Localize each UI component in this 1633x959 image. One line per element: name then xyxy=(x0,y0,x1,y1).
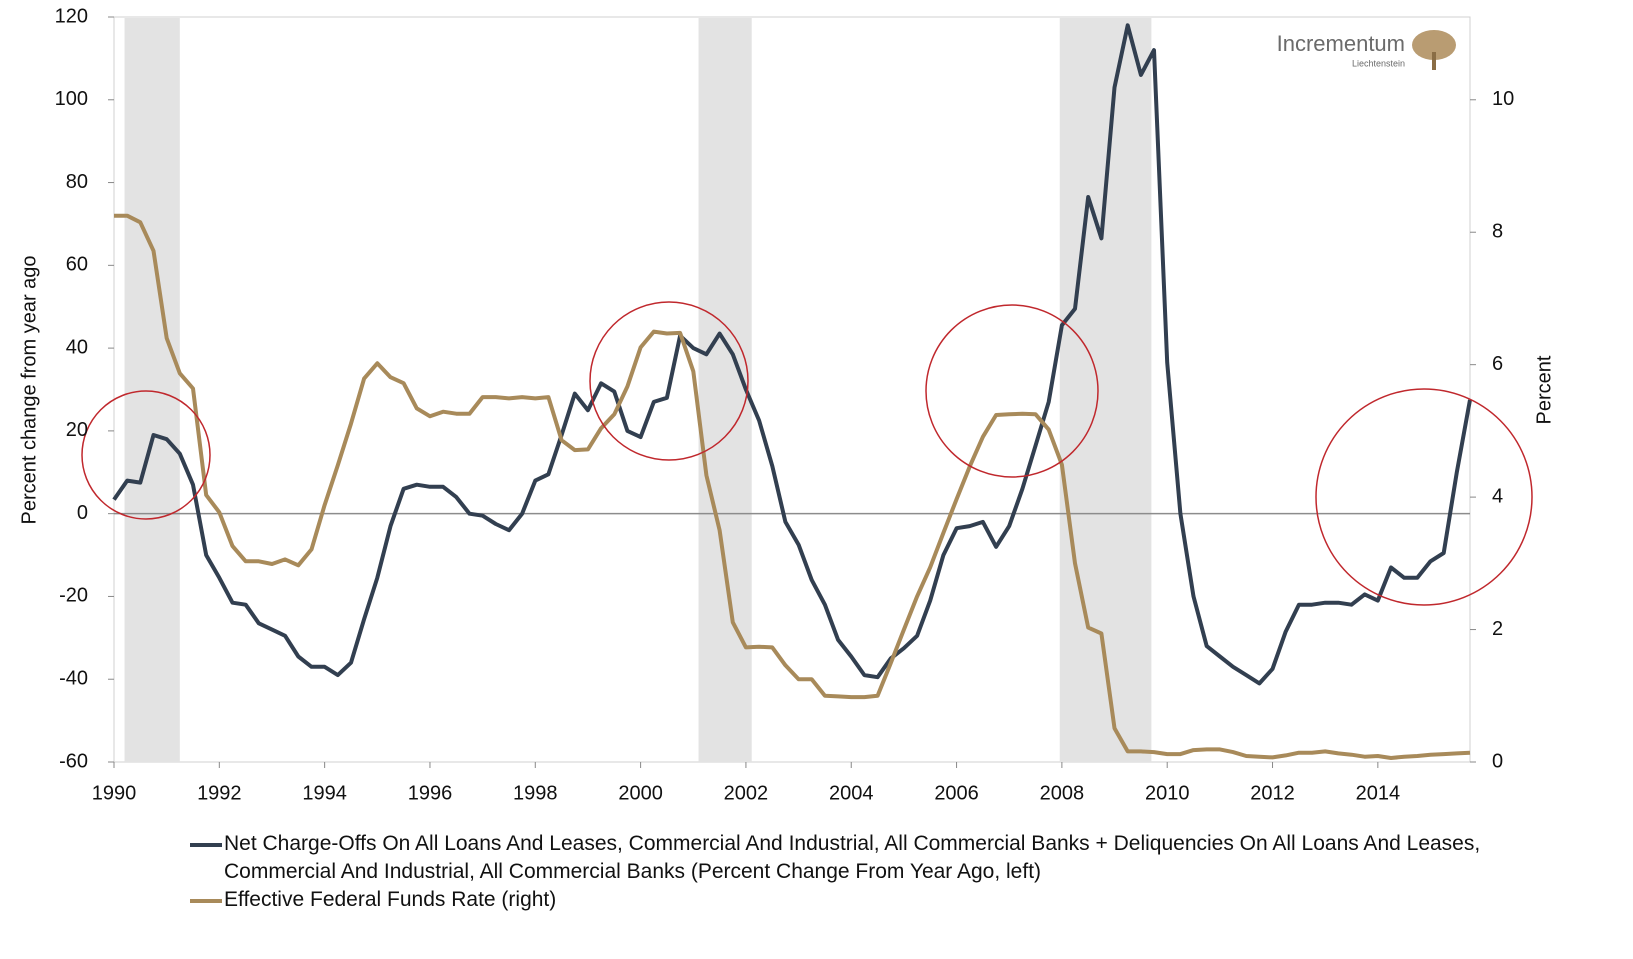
y-tick-label: 80 xyxy=(66,171,88,193)
y2-tick-label: 0 xyxy=(1492,750,1503,772)
x-tick-label: 2010 xyxy=(1145,782,1190,804)
legend-item: Effective Federal Funds Rate (right) xyxy=(190,886,1520,914)
y2-tick-label: 2 xyxy=(1492,618,1503,640)
x-tick-label: 2012 xyxy=(1250,782,1295,804)
y2-tick-label: 10 xyxy=(1492,88,1514,110)
legend-label: Effective Federal Funds Rate (right) xyxy=(224,888,557,911)
y2-axis-label: Percent xyxy=(1533,355,1555,424)
y-tick-label: -20 xyxy=(59,585,88,607)
x-tick-label: 1998 xyxy=(513,782,558,804)
y-axis-label: Percent change from year ago xyxy=(18,255,40,524)
x-tick-label: 2000 xyxy=(618,782,663,804)
y2-tick-label: 6 xyxy=(1492,353,1503,375)
x-tick-label: 2006 xyxy=(934,782,979,804)
x-tick-label: 1990 xyxy=(92,782,137,804)
recession-band xyxy=(124,18,180,762)
logo-tree xyxy=(1412,30,1456,70)
y-tick-label: -60 xyxy=(59,750,88,772)
x-tick-label: 2004 xyxy=(829,782,874,804)
y2-tick-label: 4 xyxy=(1492,485,1503,507)
recession-band xyxy=(698,18,752,762)
series-line xyxy=(114,213,1471,760)
series-line xyxy=(112,23,1472,686)
legend-swatch xyxy=(190,843,222,847)
y-tick-label: 60 xyxy=(66,254,88,276)
legend-label: Net Charge-Offs On All Loans And Leases,… xyxy=(224,832,1481,883)
y-tick-label: 20 xyxy=(66,419,88,441)
recession-band xyxy=(1059,18,1152,762)
annotation-circle xyxy=(1315,388,1533,606)
x-tick-label: 1996 xyxy=(408,782,453,804)
legend: Net Charge-Offs On All Loans And Leases,… xyxy=(190,830,1520,914)
x-tick-label: 1994 xyxy=(302,782,347,804)
x-tick-label: 2002 xyxy=(724,782,769,804)
annotation-circle xyxy=(81,390,211,520)
legend-swatch xyxy=(190,899,222,903)
annotation-circle xyxy=(589,301,749,461)
y2-tick-label: 8 xyxy=(1492,221,1503,243)
logo-place: Liechtenstein xyxy=(1352,58,1405,68)
x-tick-label: 1992 xyxy=(197,782,242,804)
x-tick-label: 2008 xyxy=(1040,782,1085,804)
y-tick-label: 120 xyxy=(55,5,88,27)
y-tick-label: 0 xyxy=(77,502,88,524)
annotation-circles xyxy=(81,301,1533,606)
plot-frame xyxy=(113,16,1471,763)
y-tick-label: 100 xyxy=(55,88,88,110)
logo-name: Incrementum xyxy=(1277,31,1405,56)
legend-item: Net Charge-Offs On All Loans And Leases,… xyxy=(190,830,1520,886)
y-tick-label: -40 xyxy=(59,668,88,690)
annotation-circle xyxy=(925,304,1099,478)
x-tick-label: 2014 xyxy=(1356,782,1401,804)
y-tick-label: 40 xyxy=(66,336,88,358)
